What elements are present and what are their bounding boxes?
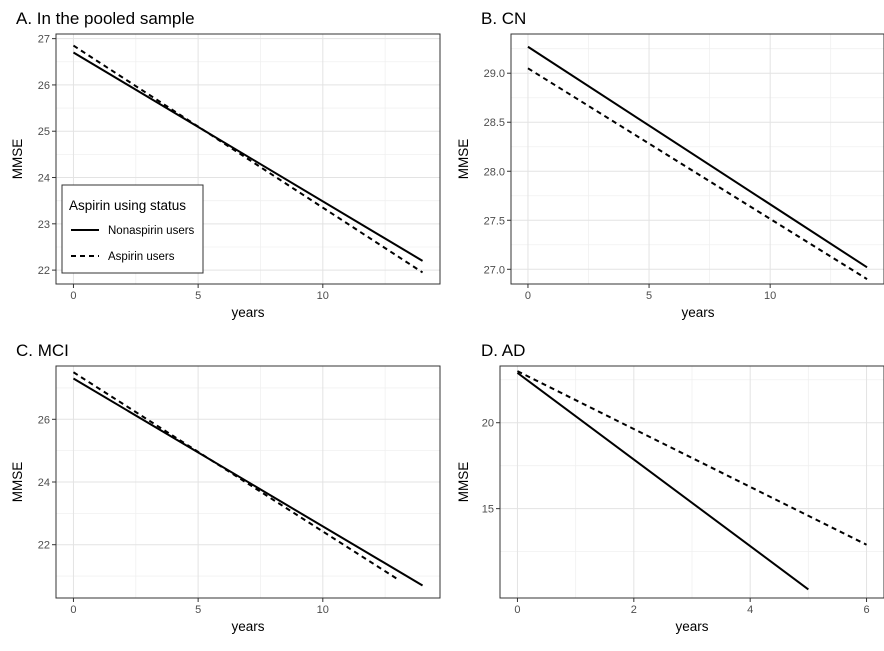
x-axis-label: years — [231, 305, 264, 320]
y-tick-label: 22 — [38, 540, 50, 552]
y-tick-label: 28.5 — [484, 117, 505, 129]
series-line-aspirin — [72, 371, 399, 581]
panel-title: B. CN — [481, 9, 526, 28]
y-tick-label: 28.0 — [484, 166, 505, 178]
chart-panel-4: 0 2 4 6 15 20 D. AD years MMSE — [456, 341, 884, 634]
panel-border — [55, 33, 441, 285]
y-tick-label: 23 — [38, 219, 50, 231]
legend: Aspirin using status Nonaspirin users Aspi… — [61, 184, 204, 274]
y-axis-label: MMSE — [456, 462, 471, 503]
y-axis-label: MMSE — [10, 462, 25, 503]
y-tick-label: 26 — [38, 80, 50, 92]
x-axis-label: years — [675, 619, 708, 634]
y-tick-label: 29.0 — [484, 68, 505, 80]
x-tick-label: 5 — [195, 604, 201, 616]
chart-panel-3: 0 5 10 22 24 26 C. MCI years MMSE — [10, 341, 441, 634]
y-axis-label: MMSE — [456, 139, 471, 180]
y-tick-label: 15 — [482, 504, 494, 516]
x-tick-label: 5 — [646, 290, 652, 302]
x-tick-label: 0 — [70, 290, 76, 302]
chart-panel-2: 0 5 10 27.0 27.5 28.0 28.5 29.0 B. CN years MMSE — [456, 9, 884, 320]
panel-border — [499, 365, 884, 599]
x-tick-label: 6 — [863, 604, 869, 616]
series-line-nonaspirin — [72, 51, 424, 262]
y-axis-label: MMSE — [10, 139, 25, 180]
x-axis-label: years — [231, 619, 264, 634]
legend-item-nonaspirin: Nonaspirin users — [108, 225, 195, 237]
x-tick-label: 2 — [631, 604, 637, 616]
series-line-aspirin — [72, 44, 424, 274]
legend-title: Aspirin using status — [69, 198, 186, 213]
series-line-nonaspirin — [527, 45, 868, 269]
x-tick-label: 0 — [70, 604, 76, 616]
x-tick-label: 10 — [317, 604, 329, 616]
y-tick-label: 27 — [38, 34, 50, 46]
y-tick-label: 27.5 — [484, 215, 505, 227]
x-tick-label: 5 — [195, 290, 201, 302]
y-tick-label: 25 — [38, 126, 50, 138]
series-line-nonaspirin — [516, 372, 809, 591]
x-axis-label: years — [681, 305, 714, 320]
panel-border — [510, 33, 884, 285]
y-tick-label: 24 — [38, 173, 50, 185]
y-tick-label: 20 — [482, 418, 494, 430]
x-tick-label: 0 — [514, 604, 520, 616]
y-tick-label: 24 — [38, 477, 50, 489]
panel-title: C. MCI — [16, 341, 69, 360]
panel-title: D. AD — [481, 341, 525, 360]
series-line-nonaspirin — [72, 377, 424, 587]
x-tick-label: 10 — [317, 290, 329, 302]
panel-border — [55, 365, 441, 599]
x-tick-label: 4 — [747, 604, 753, 616]
series-line-aspirin — [517, 370, 867, 546]
series-line-aspirin — [527, 67, 868, 280]
y-tick-label: 26 — [38, 414, 50, 426]
x-tick-label: 10 — [764, 290, 776, 302]
legend-item-aspirin: Aspirin users — [108, 251, 175, 263]
panel-title: A. In the pooled sample — [16, 9, 195, 28]
y-tick-label: 27.0 — [484, 264, 505, 276]
y-tick-label: 22 — [38, 265, 50, 277]
x-tick-label: 0 — [525, 290, 531, 302]
